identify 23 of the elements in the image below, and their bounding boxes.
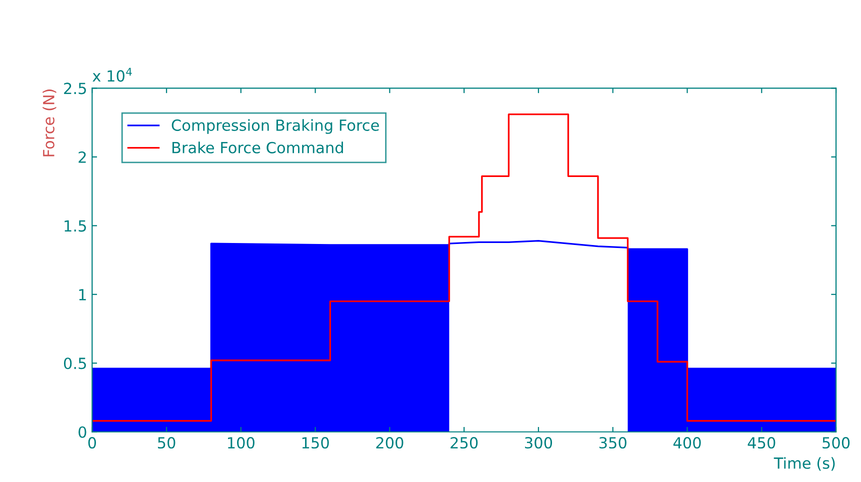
y-tick-label: 2 [78,151,86,163]
x-tick-label: 250 [450,437,478,449]
x-tick-label: 500 [822,437,850,449]
x-tick-label: 450 [748,437,776,449]
y-tick-label: 1.5 [64,220,86,232]
text: x 10$^{4}$ [92,68,132,82]
y-axis-title: Force (N) [42,90,56,156]
x-tick-label: 200 [376,437,404,449]
legend-label: Compression Braking Force [172,119,379,134]
x-tick-label: 400 [673,437,701,449]
y-tick-label: 1 [79,289,86,300]
x-tick-label: 0 [88,437,96,449]
x-axis-title: Time (s) [774,457,835,471]
x-tick-label: 100 [228,437,254,449]
x-tick-label: 300 [525,437,552,449]
legend-label: Brake Force Command [172,142,343,154]
y-tick-label: 2.5 [64,82,86,94]
x-tick-label: 150 [302,437,329,449]
x-tick-label: 350 [599,437,626,449]
x-tick-label: 50 [158,437,176,449]
y-tick-label: 0 [78,426,86,438]
line-series [92,113,836,422]
y-tick-label: 0.5 [64,358,86,370]
